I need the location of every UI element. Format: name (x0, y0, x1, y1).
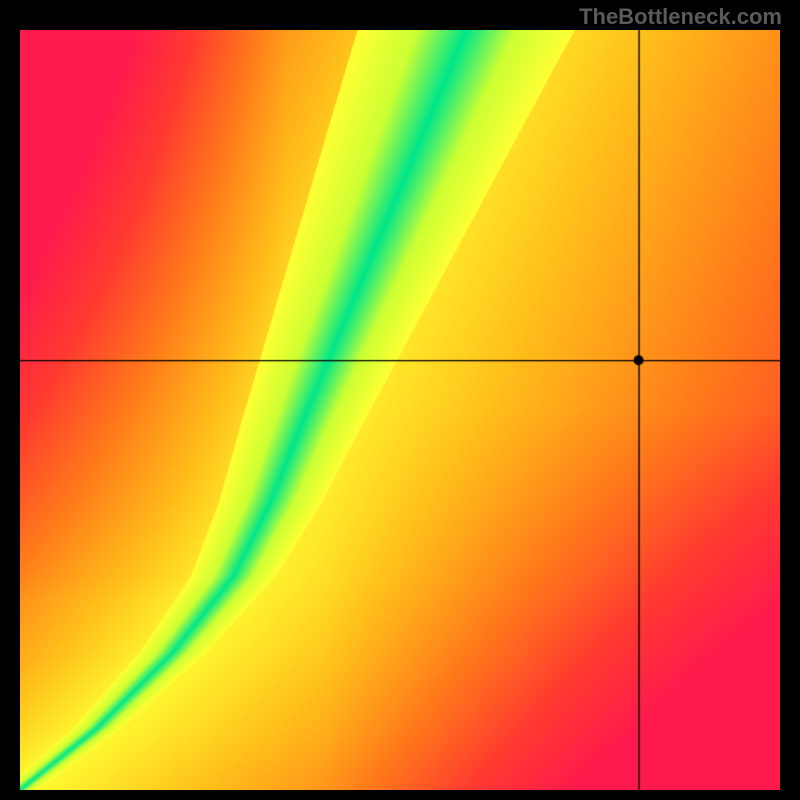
heatmap-plot (20, 30, 780, 790)
chart-container: TheBottleneck.com (0, 0, 800, 800)
heatmap-canvas (20, 30, 780, 790)
watermark-text: TheBottleneck.com (579, 4, 782, 30)
